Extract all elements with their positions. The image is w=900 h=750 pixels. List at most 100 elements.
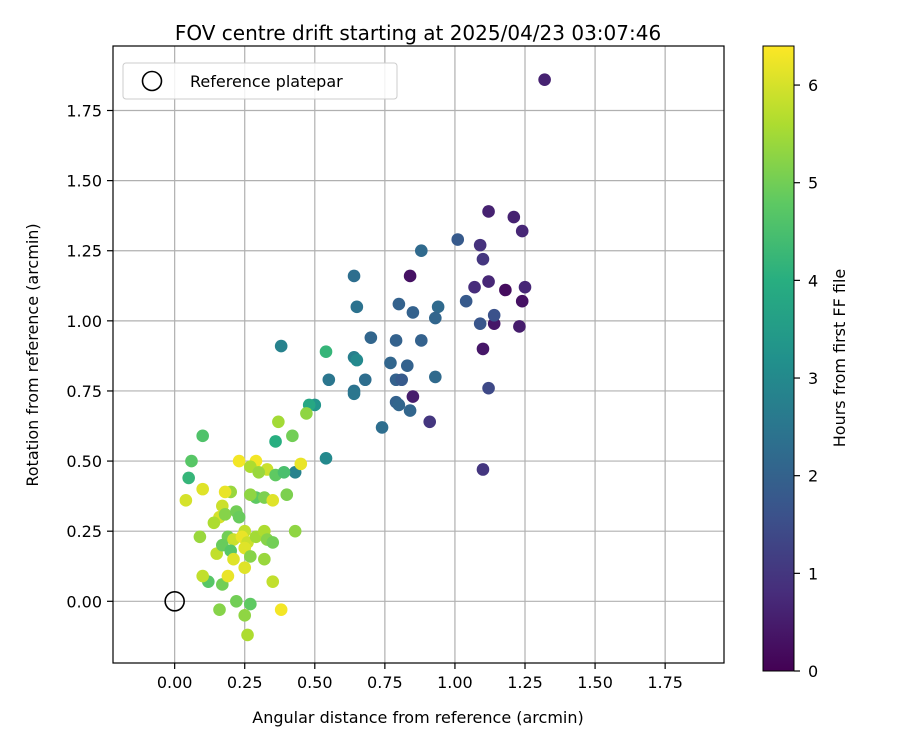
data-point xyxy=(288,524,302,538)
y-tick-label: 0.50 xyxy=(66,452,102,471)
data-point xyxy=(507,210,521,224)
data-point xyxy=(213,603,226,617)
y-tick-label: 1.25 xyxy=(66,242,102,261)
data-point xyxy=(207,516,221,530)
x-axis-ticks: 0.00 0.25 0.50 0.75 1.00 1.25 1.50 1.75 xyxy=(157,663,683,692)
data-point xyxy=(423,415,437,429)
data-point xyxy=(482,275,495,288)
y-tick-label: 0.00 xyxy=(66,592,102,611)
data-point xyxy=(193,530,207,544)
data-point xyxy=(266,575,280,588)
x-axis-label: Angular distance from reference (arcmin) xyxy=(252,708,583,727)
y-tick-label: 0.25 xyxy=(66,522,102,541)
data-point xyxy=(294,457,308,471)
legend-box xyxy=(122,62,398,100)
colorbar-label: Hours from first FF file xyxy=(830,269,849,448)
colorbar-ticks: 0 1 2 3 4 5 6 xyxy=(794,76,818,681)
data-point xyxy=(451,233,465,246)
data-point xyxy=(350,353,364,367)
colorbar: 0 1 2 3 4 5 6 Hours from first FF file xyxy=(762,45,849,681)
data-point xyxy=(468,280,481,294)
data-point xyxy=(322,373,336,387)
data-point xyxy=(319,451,333,465)
reference-platepar-marker xyxy=(164,590,185,612)
data-point xyxy=(277,465,291,479)
data-point xyxy=(482,381,495,395)
colorbar-tick-label: 0 xyxy=(808,662,818,681)
data-point xyxy=(415,334,428,347)
data-point xyxy=(185,454,198,468)
data-point xyxy=(182,471,195,485)
data-point xyxy=(272,415,285,429)
data-point xyxy=(221,569,235,583)
x-tick-label: 0.50 xyxy=(297,673,333,692)
y-tick-label: 1.75 xyxy=(66,102,102,121)
data-point xyxy=(473,238,487,252)
data-point xyxy=(406,306,420,319)
legend-entry-reference: Reference platepar xyxy=(190,72,343,91)
data-point xyxy=(196,429,209,443)
y-tick-label: 0.75 xyxy=(66,382,102,401)
data-point xyxy=(319,345,333,358)
scatter-points xyxy=(179,73,551,642)
data-point xyxy=(515,224,529,238)
data-point xyxy=(515,294,529,308)
plot-frame xyxy=(112,45,725,664)
data-point xyxy=(499,283,512,297)
data-point xyxy=(238,609,252,622)
colorbar-tick-label: 3 xyxy=(808,369,818,388)
data-point xyxy=(415,244,428,258)
data-point xyxy=(513,320,526,333)
colorbar-tick-label: 5 xyxy=(808,174,818,193)
data-point xyxy=(241,628,254,642)
data-point xyxy=(487,308,501,322)
data-point xyxy=(232,510,246,524)
data-point xyxy=(389,334,403,347)
x-tick-label: 1.75 xyxy=(647,673,683,692)
x-tick-label: 1.25 xyxy=(507,673,543,692)
data-point xyxy=(350,300,364,314)
data-point xyxy=(266,536,280,549)
data-point xyxy=(518,280,532,294)
legend: Reference platepar xyxy=(122,62,398,100)
data-point xyxy=(244,488,257,502)
data-point xyxy=(280,488,294,502)
data-point xyxy=(395,373,408,387)
data-point xyxy=(459,294,473,308)
data-point xyxy=(179,494,193,507)
data-point xyxy=(269,435,282,448)
data-point xyxy=(392,398,406,412)
data-point xyxy=(227,552,240,566)
x-tick-label: 0.25 xyxy=(227,673,263,692)
x-tick-label: 0.00 xyxy=(157,673,193,692)
data-point xyxy=(238,561,252,574)
y-tick-label: 1.50 xyxy=(66,172,102,191)
colorbar-tick-label: 2 xyxy=(808,467,818,486)
data-point xyxy=(266,494,280,507)
data-point xyxy=(403,269,417,283)
data-point xyxy=(384,356,397,370)
x-tick-label: 1.50 xyxy=(577,673,613,692)
y-axis-ticks: 0.00 0.25 0.50 0.75 1.00 1.25 1.50 1.75 xyxy=(66,102,113,611)
x-tick-label: 0.75 xyxy=(367,673,403,692)
data-point xyxy=(196,569,209,583)
data-point xyxy=(218,508,232,521)
data-point xyxy=(392,297,406,311)
colorbar-tick-label: 1 xyxy=(808,564,818,583)
data-point xyxy=(347,269,361,283)
data-point xyxy=(431,300,445,314)
data-point xyxy=(429,311,442,325)
data-point xyxy=(274,603,288,617)
data-point xyxy=(482,205,495,218)
data-point xyxy=(403,404,417,417)
chart-title: FOV centre drift starting at 2025/04/23 … xyxy=(175,21,661,45)
data-point xyxy=(400,359,414,373)
data-point xyxy=(232,454,246,468)
data-point xyxy=(244,597,257,611)
data-point xyxy=(538,73,551,86)
data-point xyxy=(230,595,243,608)
data-point xyxy=(252,465,266,479)
data-point xyxy=(476,463,490,476)
data-point xyxy=(476,252,490,266)
